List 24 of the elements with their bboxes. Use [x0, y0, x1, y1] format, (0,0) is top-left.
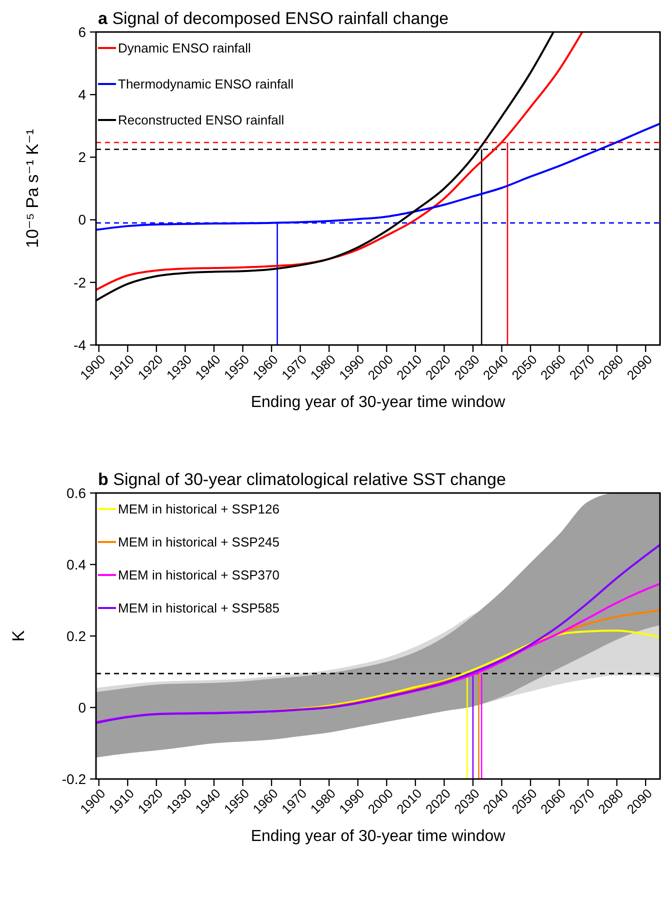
- chart-title: b Signal of 30-year climatological relative SST change: [98, 470, 506, 489]
- x-axis-title: Ending year of 30-year time window: [250, 828, 506, 845]
- y-tick-label: 0.4: [66, 556, 86, 572]
- y-tick-label: 0.6: [66, 484, 86, 501]
- legend-label: Reconstructed ENSO rainfall: [118, 112, 284, 128]
- legend-label: Dynamic ENSO rainfall: [118, 40, 252, 56]
- y-tick-label: 6: [78, 24, 86, 40]
- legend-label: MEM in historical + SSP585: [118, 600, 280, 616]
- legend-label: MEM in historical + SSP370: [118, 568, 280, 583]
- y-tick-label: 0.2: [66, 628, 86, 644]
- legend-label: MEM in historical + SSP126: [118, 502, 280, 517]
- y-tick-label: 4: [78, 86, 86, 102]
- y-tick-label: -2: [74, 274, 86, 290]
- legend-label: MEM in historical + SSP245: [118, 534, 280, 550]
- y-tick-label: 0: [78, 699, 86, 716]
- x-axis-title: Ending year of 30-year time window: [250, 394, 506, 411]
- y-tick-label: -0.2: [62, 770, 86, 787]
- chart-title: a Signal of decomposed ENSO rainfall change: [98, 9, 449, 28]
- y-tick-label: 2: [78, 149, 86, 166]
- y-tick-label: -4: [74, 336, 86, 353]
- legend-label: Thermodynamic ENSO rainfall: [118, 76, 294, 92]
- y-axis-title: 10⁻⁵ Pa s⁻¹ K⁻¹: [23, 128, 42, 248]
- y-tick-label: 0: [78, 212, 86, 228]
- y-axis-title: K: [9, 630, 28, 642]
